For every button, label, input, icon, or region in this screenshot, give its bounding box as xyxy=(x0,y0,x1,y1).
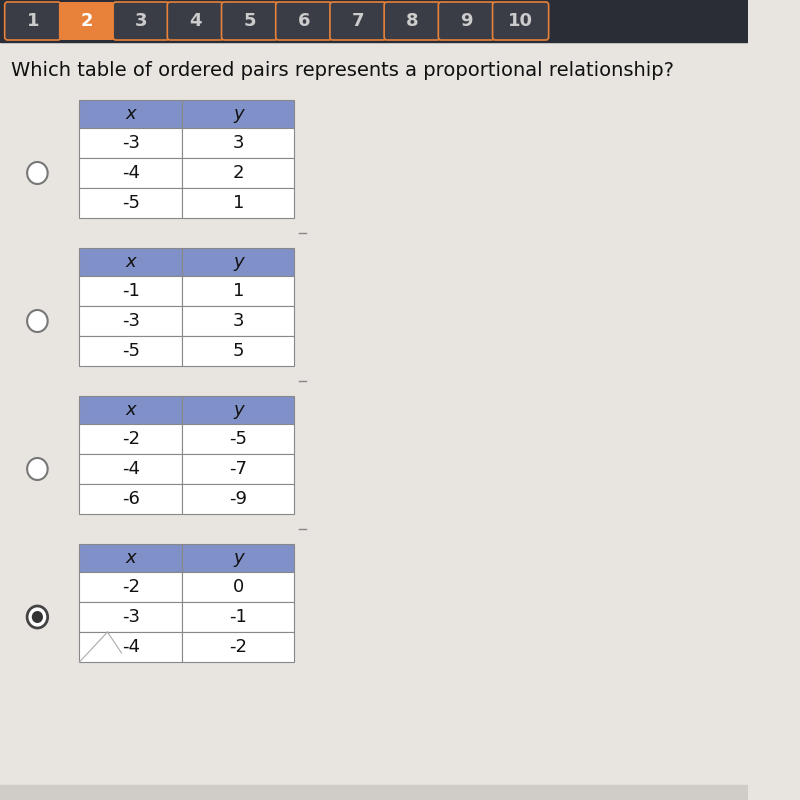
Circle shape xyxy=(32,611,43,623)
Text: -1: -1 xyxy=(230,608,247,626)
Bar xyxy=(182,248,294,276)
Text: 10: 10 xyxy=(508,12,533,30)
Bar xyxy=(182,128,294,158)
Text: -2: -2 xyxy=(122,578,140,596)
Bar xyxy=(182,484,294,514)
Bar xyxy=(79,632,182,662)
Bar xyxy=(182,454,294,484)
Text: 3: 3 xyxy=(135,12,147,30)
Text: -5: -5 xyxy=(122,342,140,360)
Text: 1: 1 xyxy=(233,194,244,212)
Bar xyxy=(182,602,294,632)
Bar xyxy=(79,484,182,514)
Text: y: y xyxy=(233,401,244,419)
FancyBboxPatch shape xyxy=(222,2,278,40)
Bar xyxy=(79,128,182,158)
Bar xyxy=(182,336,294,366)
Bar xyxy=(79,544,182,572)
FancyBboxPatch shape xyxy=(330,2,386,40)
FancyBboxPatch shape xyxy=(384,2,440,40)
Text: -2: -2 xyxy=(122,430,140,448)
Circle shape xyxy=(27,162,48,184)
Text: 8: 8 xyxy=(406,12,418,30)
Bar xyxy=(79,454,182,484)
Text: y: y xyxy=(233,549,244,567)
Bar xyxy=(79,306,182,336)
Bar xyxy=(79,100,182,128)
FancyBboxPatch shape xyxy=(167,2,223,40)
Bar xyxy=(0,0,748,42)
Text: x: x xyxy=(126,253,136,271)
Bar xyxy=(79,396,182,424)
Circle shape xyxy=(27,310,48,332)
FancyBboxPatch shape xyxy=(276,2,332,40)
Text: 1: 1 xyxy=(233,282,244,300)
Text: 5: 5 xyxy=(233,342,244,360)
Text: -6: -6 xyxy=(122,490,140,508)
Text: -3: -3 xyxy=(122,608,140,626)
Text: -2: -2 xyxy=(230,638,247,656)
Text: -9: -9 xyxy=(230,490,247,508)
Bar xyxy=(79,336,182,366)
Text: -7: -7 xyxy=(230,460,247,478)
FancyBboxPatch shape xyxy=(59,2,115,40)
Text: -1: -1 xyxy=(122,282,140,300)
Text: x: x xyxy=(126,549,136,567)
Bar xyxy=(182,396,294,424)
Text: 2: 2 xyxy=(233,164,244,182)
FancyBboxPatch shape xyxy=(5,2,61,40)
Bar xyxy=(182,424,294,454)
Bar xyxy=(182,572,294,602)
Bar xyxy=(79,602,182,632)
Text: 6: 6 xyxy=(298,12,310,30)
Text: 4: 4 xyxy=(189,12,202,30)
Text: 0: 0 xyxy=(233,578,244,596)
Bar xyxy=(182,158,294,188)
FancyBboxPatch shape xyxy=(438,2,494,40)
Bar xyxy=(79,248,182,276)
Bar xyxy=(182,100,294,128)
Text: -4: -4 xyxy=(122,164,140,182)
Text: -4: -4 xyxy=(122,638,140,656)
Text: y: y xyxy=(233,253,244,271)
Text: 5: 5 xyxy=(243,12,256,30)
Bar xyxy=(182,306,294,336)
Bar xyxy=(182,544,294,572)
Text: -3: -3 xyxy=(122,312,140,330)
Bar xyxy=(79,158,182,188)
Text: x: x xyxy=(126,105,136,123)
Text: -3: -3 xyxy=(122,134,140,152)
Text: 3: 3 xyxy=(233,134,244,152)
Bar xyxy=(182,188,294,218)
Text: 7: 7 xyxy=(352,12,364,30)
Text: 1: 1 xyxy=(26,12,39,30)
Bar xyxy=(79,572,182,602)
Text: x: x xyxy=(126,401,136,419)
Text: -5: -5 xyxy=(122,194,140,212)
Circle shape xyxy=(27,458,48,480)
Text: 2: 2 xyxy=(81,12,93,30)
Text: -4: -4 xyxy=(122,460,140,478)
Bar xyxy=(182,632,294,662)
Bar xyxy=(0,785,748,800)
Bar xyxy=(79,424,182,454)
Text: 9: 9 xyxy=(460,12,473,30)
Bar xyxy=(182,276,294,306)
Circle shape xyxy=(27,606,48,628)
Text: y: y xyxy=(233,105,244,123)
Bar xyxy=(79,188,182,218)
Bar xyxy=(79,276,182,306)
FancyBboxPatch shape xyxy=(113,2,169,40)
FancyBboxPatch shape xyxy=(493,2,549,40)
Text: 3: 3 xyxy=(233,312,244,330)
Text: Which table of ordered pairs represents a proportional relationship?: Which table of ordered pairs represents … xyxy=(11,61,674,79)
Text: -5: -5 xyxy=(230,430,247,448)
